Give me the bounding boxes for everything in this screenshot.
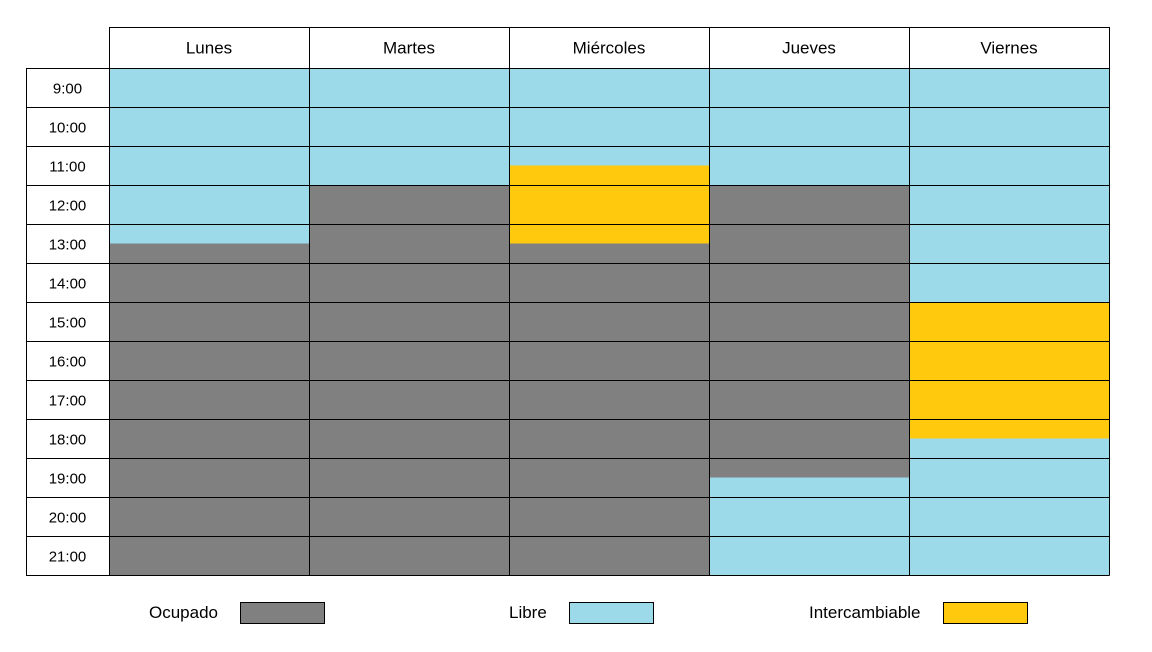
time-cell — [26, 185, 110, 225]
day-header-label: Miércoles — [573, 39, 646, 58]
legend-occupied-label: Ocupado — [149, 603, 218, 622]
time-label: 11:00 — [49, 159, 85, 176]
legend-free: Libre — [509, 602, 654, 624]
time-label: 9:00 — [53, 81, 82, 98]
legend-free-label: Libre — [509, 603, 547, 622]
legend-swap-swatch — [942, 602, 1028, 624]
block-occupied — [109, 243, 309, 575]
block-occupied — [709, 185, 909, 478]
time-label: 16:00 — [49, 354, 87, 371]
weekly-schedule-grid: Lunes Martes Miércoles Jueves Viernes 9:00 10:… — [26, 27, 1110, 576]
block-free — [909, 438, 1109, 575]
legend-occupied: Ocupado — [149, 602, 325, 624]
time-cell — [26, 146, 110, 186]
time-cell — [26, 341, 110, 381]
time-label: 19:00 — [49, 471, 87, 488]
legend-swap: Intercambiable — [809, 602, 1028, 624]
legend-free-swatch — [568, 602, 654, 624]
time-cell — [26, 497, 110, 537]
day-header-label: Martes — [383, 39, 435, 58]
block-swap — [909, 302, 1109, 439]
legend-swap-label: Intercambiable — [809, 603, 921, 622]
block-free — [109, 68, 309, 244]
block-free — [709, 68, 909, 185]
time-cell — [26, 458, 110, 498]
time-cell — [26, 68, 110, 108]
time-label: 17:00 — [49, 393, 87, 410]
time-label: 10:00 — [49, 120, 87, 137]
block-free — [309, 68, 509, 185]
time-cell — [26, 107, 110, 147]
day-header-label: Lunes — [186, 39, 232, 58]
time-label: 18:00 — [49, 432, 87, 449]
day-header-label: Viernes — [980, 39, 1037, 58]
block-swap — [509, 165, 709, 244]
block-free — [509, 68, 709, 166]
time-cell — [26, 419, 110, 459]
time-label: 15:00 — [49, 315, 87, 332]
legend-occupied-swatch — [240, 602, 325, 624]
day-header-label: Jueves — [782, 39, 836, 58]
time-label: 20:00 — [49, 510, 87, 527]
time-cell — [26, 536, 110, 576]
time-label: 21:00 — [49, 549, 87, 566]
block-free — [709, 477, 909, 575]
time-cell — [26, 263, 110, 303]
time-label: 13:00 — [49, 237, 87, 254]
time-label: 14:00 — [49, 276, 87, 293]
block-occupied — [509, 243, 709, 575]
time-label: 12:00 — [49, 198, 87, 215]
